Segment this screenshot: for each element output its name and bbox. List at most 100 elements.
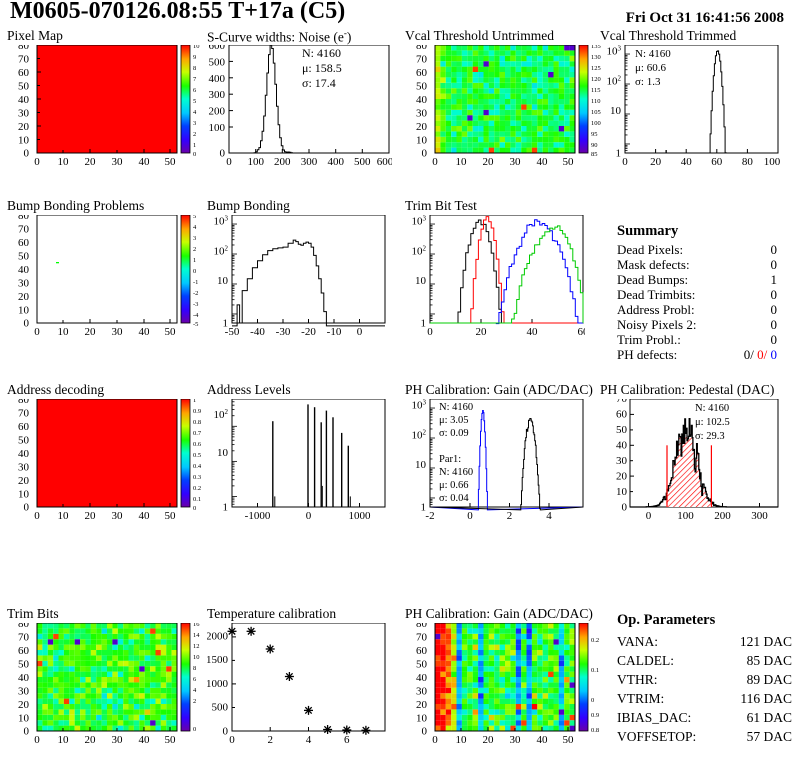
svg-text:70: 70 bbox=[18, 224, 30, 236]
svg-text:N: 4160: N: 4160 bbox=[439, 467, 473, 478]
svg-text:10: 10 bbox=[456, 156, 468, 168]
svg-text:80: 80 bbox=[416, 45, 428, 52]
svg-text:σ: 0.09: σ: 0.09 bbox=[439, 428, 469, 439]
svg-text:80: 80 bbox=[18, 215, 30, 222]
svg-text:30: 30 bbox=[616, 455, 628, 467]
svg-text:-1: -1 bbox=[193, 279, 198, 286]
svg-text:5: 5 bbox=[193, 215, 196, 220]
svg-text:80: 80 bbox=[18, 623, 30, 630]
svg-text:85: 85 bbox=[591, 151, 598, 158]
svg-text:0: 0 bbox=[422, 148, 428, 160]
svg-text:70: 70 bbox=[18, 408, 30, 420]
svg-text:70: 70 bbox=[18, 632, 30, 644]
svg-text:60: 60 bbox=[616, 409, 628, 421]
svg-text:0: 0 bbox=[226, 156, 232, 168]
svg-text:102: 102 bbox=[412, 245, 427, 258]
svg-text:6: 6 bbox=[344, 734, 350, 746]
svg-text:80: 80 bbox=[18, 45, 30, 52]
svg-text:10: 10 bbox=[18, 713, 30, 725]
svg-text:σ: 0.04: σ: 0.04 bbox=[439, 493, 469, 504]
svg-text:40: 40 bbox=[537, 156, 549, 168]
svg-text:0: 0 bbox=[229, 734, 235, 746]
svg-text:10: 10 bbox=[415, 459, 427, 471]
svg-text:102: 102 bbox=[607, 75, 622, 88]
svg-text:0: 0 bbox=[646, 510, 652, 522]
svg-text:50: 50 bbox=[18, 251, 30, 263]
svg-text:5: 5 bbox=[193, 98, 196, 105]
svg-text:1: 1 bbox=[193, 257, 196, 264]
svg-text:6: 6 bbox=[193, 676, 197, 683]
svg-text:80: 80 bbox=[18, 399, 30, 406]
svg-text:10: 10 bbox=[610, 105, 622, 117]
svg-text:10: 10 bbox=[58, 156, 70, 168]
svg-text:50: 50 bbox=[563, 156, 575, 168]
svg-text:20: 20 bbox=[18, 121, 30, 133]
svg-text:30: 30 bbox=[112, 326, 124, 338]
svg-text:0.2: 0.2 bbox=[193, 485, 201, 492]
svg-text:10: 10 bbox=[18, 489, 30, 501]
svg-text:2: 2 bbox=[193, 131, 196, 138]
svg-text:0: 0 bbox=[427, 326, 433, 338]
svg-text:50: 50 bbox=[165, 156, 177, 168]
svg-text:0: 0 bbox=[193, 151, 196, 158]
svg-text:20: 20 bbox=[18, 291, 30, 303]
svg-text:50: 50 bbox=[18, 435, 30, 447]
svg-text:40: 40 bbox=[416, 94, 428, 106]
svg-text:0.7: 0.7 bbox=[193, 430, 202, 437]
svg-text:10: 10 bbox=[456, 734, 468, 746]
svg-text:300: 300 bbox=[209, 89, 226, 101]
svg-text:σ: 17.4: σ: 17.4 bbox=[302, 76, 336, 90]
svg-text:N: 4160: N: 4160 bbox=[695, 403, 729, 414]
svg-text:10: 10 bbox=[193, 45, 200, 50]
svg-text:40: 40 bbox=[139, 156, 151, 168]
svg-text:50: 50 bbox=[18, 659, 30, 671]
svg-text:40: 40 bbox=[616, 440, 628, 452]
svg-text:0: 0 bbox=[193, 726, 196, 733]
svg-text:50: 50 bbox=[18, 81, 30, 93]
svg-text:1: 1 bbox=[193, 399, 196, 404]
svg-text:0: 0 bbox=[622, 156, 628, 168]
svg-text:40: 40 bbox=[139, 510, 151, 522]
svg-text:100: 100 bbox=[764, 156, 780, 168]
svg-text:50: 50 bbox=[165, 510, 177, 522]
svg-text:50: 50 bbox=[165, 734, 177, 746]
svg-text:600: 600 bbox=[209, 45, 226, 52]
svg-text:-20: -20 bbox=[301, 326, 316, 338]
svg-text:10: 10 bbox=[415, 275, 427, 287]
svg-text:500: 500 bbox=[212, 702, 229, 714]
svg-text:0: 0 bbox=[422, 726, 428, 738]
svg-text:60: 60 bbox=[578, 326, 586, 338]
svg-text:0: 0 bbox=[34, 156, 40, 168]
svg-text:80: 80 bbox=[416, 623, 428, 630]
svg-text:50: 50 bbox=[165, 326, 177, 338]
svg-text:40: 40 bbox=[139, 326, 151, 338]
svg-text:90: 90 bbox=[591, 142, 598, 149]
svg-text:500: 500 bbox=[209, 56, 226, 68]
svg-text:300: 300 bbox=[301, 156, 318, 168]
svg-text:0: 0 bbox=[34, 510, 40, 522]
svg-text:9: 9 bbox=[193, 54, 196, 61]
svg-text:10: 10 bbox=[18, 135, 30, 147]
svg-text:4: 4 bbox=[306, 734, 312, 746]
svg-text:70: 70 bbox=[416, 54, 428, 66]
svg-text:-4: -4 bbox=[193, 312, 199, 319]
svg-text:50: 50 bbox=[616, 424, 628, 436]
svg-text:20: 20 bbox=[416, 699, 428, 711]
svg-text:6: 6 bbox=[193, 87, 197, 94]
svg-text:60: 60 bbox=[416, 67, 428, 79]
svg-text:20: 20 bbox=[616, 471, 628, 483]
svg-text:0.8: 0.8 bbox=[591, 727, 599, 734]
svg-text:10: 10 bbox=[616, 486, 628, 498]
svg-text:102: 102 bbox=[214, 408, 229, 421]
svg-text:14: 14 bbox=[193, 632, 200, 639]
svg-text:103: 103 bbox=[214, 215, 229, 228]
svg-text:600: 600 bbox=[377, 156, 392, 168]
svg-text:μ: 3.05: μ: 3.05 bbox=[439, 415, 469, 426]
svg-text:0: 0 bbox=[223, 726, 229, 738]
svg-text:2: 2 bbox=[267, 734, 273, 746]
svg-text:0.2: 0.2 bbox=[591, 637, 599, 644]
svg-text:500: 500 bbox=[354, 156, 371, 168]
svg-text:70: 70 bbox=[616, 399, 628, 405]
svg-text:30: 30 bbox=[112, 734, 124, 746]
svg-text:μ: 158.5: μ: 158.5 bbox=[302, 61, 342, 75]
